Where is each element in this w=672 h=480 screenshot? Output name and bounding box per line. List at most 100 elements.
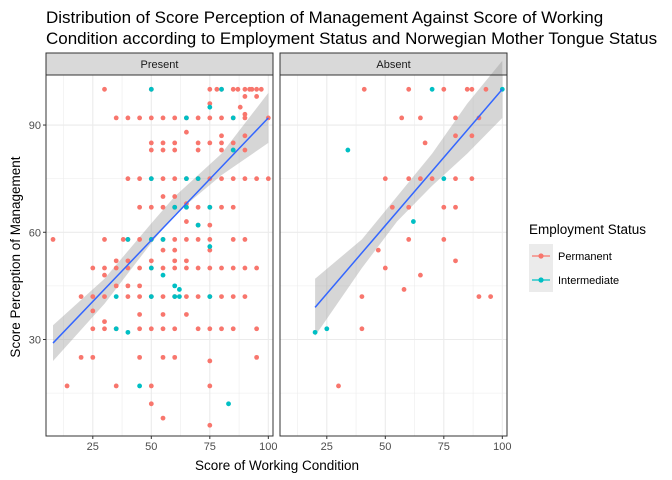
data-point-permanent [235, 86, 241, 92]
legend-title: Employment Status [529, 222, 646, 237]
data-point-permanent [242, 237, 248, 242]
legend-key-permanent [529, 244, 553, 268]
data-point-permanent [389, 204, 395, 210]
data-point-permanent [172, 147, 178, 153]
data-point-intermediate [137, 383, 143, 389]
data-point-permanent [258, 86, 264, 92]
data-point-permanent [148, 383, 154, 389]
data-point-permanent [207, 383, 213, 389]
data-point-permanent [125, 176, 131, 182]
panel-background [46, 75, 273, 436]
data-point-permanent [125, 115, 131, 121]
data-point-intermediate [429, 86, 435, 92]
regression-line [314, 88, 503, 308]
data-point-permanent [148, 140, 154, 146]
data-point-permanent [254, 326, 260, 332]
data-point-permanent [422, 140, 428, 146]
data-point-permanent [160, 194, 166, 199]
data-point-intermediate [195, 222, 201, 228]
data-point-permanent [137, 115, 143, 121]
data-point-permanent [172, 194, 178, 199]
data-point-permanent [102, 272, 107, 278]
data-point-permanent [172, 237, 178, 242]
data-point-permanent [148, 204, 154, 210]
data-point-permanent [406, 237, 412, 242]
data-point-permanent [125, 294, 131, 300]
data-point-permanent [207, 422, 213, 428]
data-point-permanent [172, 354, 178, 360]
y-tick-label: 60 [29, 227, 41, 239]
data-point-permanent [382, 176, 388, 182]
data-point-permanent [195, 265, 201, 271]
data-point-permanent [207, 115, 213, 121]
data-point-permanent [441, 237, 447, 242]
data-point-permanent [230, 326, 236, 332]
data-point-permanent [90, 294, 96, 300]
data-point-permanent [160, 115, 166, 121]
data-point-permanent [90, 308, 96, 314]
data-point-intermediate [230, 115, 236, 121]
data-point-permanent [242, 265, 248, 271]
data-point-permanent [172, 247, 178, 253]
data-point-permanent [254, 354, 260, 360]
data-point-permanent [195, 204, 201, 210]
strip-label: Absent [376, 59, 410, 71]
data-point-permanent [113, 265, 119, 271]
data-point-intermediate [207, 204, 213, 210]
legend-label-permanent: Permanent [558, 251, 612, 263]
panel-present: Present 25 50 75 100 30 60 90 [29, 52, 277, 453]
data-point-intermediate [125, 329, 131, 335]
data-point-permanent [453, 115, 458, 121]
data-point-permanent [172, 258, 178, 264]
data-point-permanent [102, 265, 107, 271]
y-tick-label: 30 [29, 334, 41, 346]
data-point-permanent [78, 354, 84, 360]
data-point-permanent [207, 326, 213, 332]
data-point-permanent [441, 86, 447, 92]
data-point-permanent [207, 265, 213, 271]
data-point-permanent [230, 176, 236, 182]
data-point-intermediate [207, 294, 213, 300]
y-tick-label: 90 [29, 120, 41, 132]
data-point-permanent [242, 294, 248, 300]
legend-key-intermediate [529, 268, 553, 292]
data-point-intermediate [148, 176, 154, 182]
data-point-permanent [361, 86, 367, 92]
data-point-permanent [441, 204, 447, 210]
data-point-permanent [406, 86, 412, 92]
data-point-permanent [219, 326, 224, 332]
data-point-permanent [195, 147, 201, 153]
data-point-permanent [219, 294, 224, 300]
data-point-intermediate [172, 283, 178, 289]
data-point-permanent [230, 294, 236, 300]
data-point-intermediate [176, 294, 182, 300]
data-point-permanent [195, 237, 201, 242]
data-point-permanent [184, 312, 189, 317]
data-point-permanent [184, 219, 189, 224]
data-point-permanent [160, 326, 166, 332]
data-point-intermediate [230, 147, 236, 153]
data-point-permanent [254, 86, 260, 92]
data-point-intermediate [113, 294, 119, 300]
data-point-intermediate [345, 147, 351, 153]
data-point-permanent [254, 94, 260, 99]
data-point-permanent [195, 115, 201, 121]
data-point-permanent [125, 283, 131, 289]
data-point-permanent [483, 86, 489, 92]
data-point-permanent [464, 86, 470, 92]
data-point-intermediate [184, 204, 189, 210]
data-point-permanent [242, 147, 248, 153]
data-point-permanent [160, 140, 166, 146]
data-point-permanent [406, 176, 412, 182]
data-point-permanent [137, 265, 143, 271]
data-point-intermediate [324, 326, 330, 332]
data-point-permanent [265, 176, 271, 182]
chart-title-line-1: Distribution of Score Perception of Mana… [46, 8, 603, 27]
data-point-permanent [137, 204, 143, 210]
panel-border [279, 74, 508, 437]
data-point-permanent [418, 176, 423, 182]
data-point-permanent [102, 86, 107, 92]
data-point-permanent [160, 204, 166, 210]
data-point-permanent [113, 283, 119, 289]
